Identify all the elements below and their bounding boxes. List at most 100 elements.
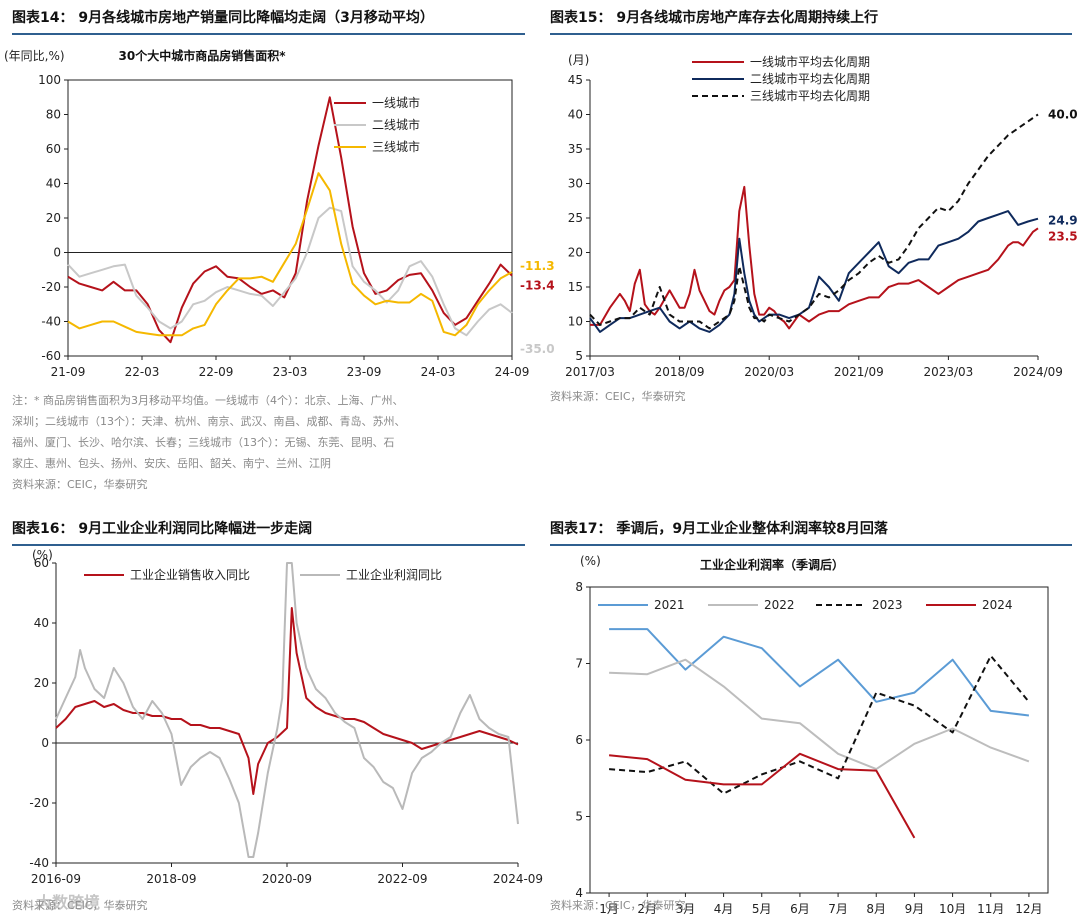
watermark: 大数跨境 bbox=[36, 893, 101, 912]
y-tick-label: 6 bbox=[575, 733, 583, 747]
legend-label: 一线城市 bbox=[372, 95, 420, 110]
y-axis-label: (年同比,%) bbox=[4, 49, 65, 63]
series-line-1 bbox=[55, 607, 519, 795]
y-tick-label: -20 bbox=[29, 796, 49, 810]
y-tick-label: 25 bbox=[568, 211, 583, 225]
chart-16: -40 -20 0 20 40 60 2016-09 2018-09 2020-09 2022-0… bbox=[29, 548, 543, 886]
note-line: 注：* 商品房销售面积为3月移动平均值。一线城市（4个）：北京、上海、广州、 bbox=[12, 394, 404, 407]
x-tick-label: 22-09 bbox=[199, 365, 234, 379]
series-line-3 bbox=[589, 113, 1039, 330]
chart-15-note: 资料来源：CEIC，华泰研究 bbox=[550, 386, 1072, 407]
x-tick-label: 4月 bbox=[714, 902, 734, 916]
x-tick-label: 2021/09 bbox=[834, 365, 884, 379]
series-line-1 bbox=[67, 96, 513, 344]
y-tick-label: 40 bbox=[46, 177, 61, 191]
panel-17: 图表17： 季调后，9月工业企业整体利润率较8月回落 4 5 6 7 8 1月 2月 3月 4月… bbox=[550, 517, 1072, 917]
y-tick-label: 20 bbox=[46, 211, 61, 225]
title-rule bbox=[12, 33, 525, 35]
x-tick-label: 7月 bbox=[828, 902, 848, 916]
chart-17-title: 图表17： 季调后，9月工业企业整体利润率较8月回落 bbox=[550, 521, 888, 537]
chart-subtitle: 30个大中城市商品房销售面积* bbox=[119, 48, 287, 63]
y-tick-label: 60 bbox=[46, 142, 61, 156]
plot-frame bbox=[589, 586, 1049, 894]
y-tick-label: -40 bbox=[41, 315, 61, 329]
x-tick-label: 10月 bbox=[939, 902, 966, 916]
y-tick-label: 30 bbox=[568, 177, 583, 191]
chart-16-title: 图表16： 9月工业企业利润同比降幅进一步走阔 bbox=[12, 521, 313, 537]
y-tick-label: 0 bbox=[53, 246, 61, 260]
note-line: 资料来源：CEIC，华泰研究 bbox=[550, 390, 686, 403]
y-tick-label: 5 bbox=[575, 810, 583, 824]
note-line: 资料来源：CEIC，华泰研究 bbox=[550, 899, 686, 912]
x-tick-label: 6月 bbox=[790, 902, 810, 916]
x-tick-label: 24-03 bbox=[421, 365, 456, 379]
x-tick-label: 23-03 bbox=[273, 365, 308, 379]
x-tick-label: 3月 bbox=[676, 902, 696, 916]
legend-label: 2024 bbox=[982, 598, 1013, 612]
panel-14: 图表14： 9月各线城市房地产销量同比降幅均走阔（3月移动平均） -60 -40-… bbox=[4, 6, 555, 496]
y-tick-label: -20 bbox=[41, 280, 61, 294]
series-line-1 bbox=[609, 628, 1030, 717]
x-tick-label: 12月 bbox=[1015, 902, 1042, 916]
x-tick-label: 11月 bbox=[977, 902, 1004, 916]
y-tick-label: 35 bbox=[568, 142, 583, 156]
legend-label: 2021 bbox=[654, 598, 685, 612]
note-line: 资料来源：CEIC，华泰研究 bbox=[12, 478, 148, 491]
y-tick-label: -40 bbox=[29, 856, 49, 870]
chart-14-note: 注：* 商品房销售面积为3月移动平均值。一线城市（4个）：北京、上海、广州、 深… bbox=[12, 390, 525, 495]
y-axis-label: (%) bbox=[580, 554, 601, 568]
series-line-2 bbox=[609, 658, 1030, 771]
x-tick-label: 1月 bbox=[599, 902, 619, 916]
y-tick-label: 20 bbox=[568, 246, 583, 260]
y-tick-label: 10 bbox=[568, 315, 583, 329]
x-tick-label: 2020-09 bbox=[262, 872, 312, 886]
panel-16: 图表16： 9月工业企业利润同比降幅进一步走阔 -40 -20 0 20 40 60 201… bbox=[12, 517, 543, 917]
y-tick-label: 40 bbox=[568, 108, 583, 122]
x-tick-label: 2018/09 bbox=[655, 365, 705, 379]
x-tick-label: 23-09 bbox=[347, 365, 382, 379]
x-tick-label: 22-03 bbox=[125, 365, 160, 379]
x-tick-label: 2022-09 bbox=[377, 872, 427, 886]
note-line: 资料来源：CEIC，华泰研究 bbox=[12, 899, 148, 912]
chart-14-title: 图表14： 9月各线城市房地产销量同比降幅均走阔（3月移动平均） bbox=[12, 10, 434, 26]
legend-label: 三线城市平均去化周期 bbox=[750, 88, 870, 103]
title-rule bbox=[550, 544, 1072, 546]
chart-14: -60 -40 -20 0 20 40 60 80 100 21-09 22-03 22-09 23-0… bbox=[4, 48, 555, 379]
series-end-label: -13.4 bbox=[520, 279, 555, 293]
x-tick-label: 5月 bbox=[752, 902, 772, 916]
note-line: 深圳；二线城市（13个）：天津、杭州、南京、武汉、南昌、成都、青岛、苏州、 bbox=[12, 415, 406, 428]
y-tick-label: 20 bbox=[34, 676, 49, 690]
y-tick-label: 8 bbox=[575, 580, 583, 594]
series-line-1 bbox=[590, 185, 1039, 330]
series-end-label: 23.5 bbox=[1048, 229, 1078, 243]
chart-subtitle: 工业企业利润率（季调后） bbox=[700, 557, 844, 572]
panel-15: 图表15： 9月各线城市房地产库存去化周期持续上行 5 10 15 20 25 30 35 4… bbox=[550, 6, 1078, 426]
legend-label: 2023 bbox=[872, 598, 903, 612]
legend-label: 二线城市平均去化周期 bbox=[750, 71, 870, 86]
x-tick-label: 2017/03 bbox=[565, 365, 615, 379]
legend-label: 工业企业利润同比 bbox=[346, 567, 442, 582]
x-tick-label: 8月 bbox=[866, 902, 886, 916]
title-rule bbox=[550, 33, 1072, 35]
y-tick-label: 7 bbox=[575, 657, 583, 671]
legend-label: 工业企业销售收入同比 bbox=[130, 567, 250, 582]
legend-label: 一线城市平均去化周期 bbox=[750, 54, 870, 69]
y-axis-label: (月) bbox=[568, 53, 589, 67]
x-tick-label: 2020/03 bbox=[744, 365, 794, 379]
y-tick-label: 45 bbox=[568, 73, 583, 87]
y-tick-label: 40 bbox=[34, 616, 49, 630]
note-line: 福州、厦门、长沙、哈尔滨、长春；三线城市（13个）：无锡、东莞、昆明、石 bbox=[12, 436, 395, 449]
y-tick-label: 15 bbox=[568, 280, 583, 294]
series-line-3 bbox=[67, 172, 513, 337]
y-tick-label: 80 bbox=[46, 108, 61, 122]
x-tick-label: 2016-09 bbox=[31, 872, 81, 886]
legend-label: 三线城市 bbox=[372, 139, 420, 154]
x-tick-label: 24-09 bbox=[495, 365, 530, 379]
legend-label: 2022 bbox=[764, 598, 795, 612]
series-line-2 bbox=[55, 562, 519, 858]
y-tick-label: 100 bbox=[38, 73, 61, 87]
chart-17-note: 资料来源：CEIC，华泰研究 bbox=[550, 895, 1072, 916]
legend-label: 二线城市 bbox=[372, 117, 420, 132]
series-end-label: 24.9 bbox=[1048, 214, 1078, 228]
x-tick-label: 2月 bbox=[637, 902, 657, 916]
